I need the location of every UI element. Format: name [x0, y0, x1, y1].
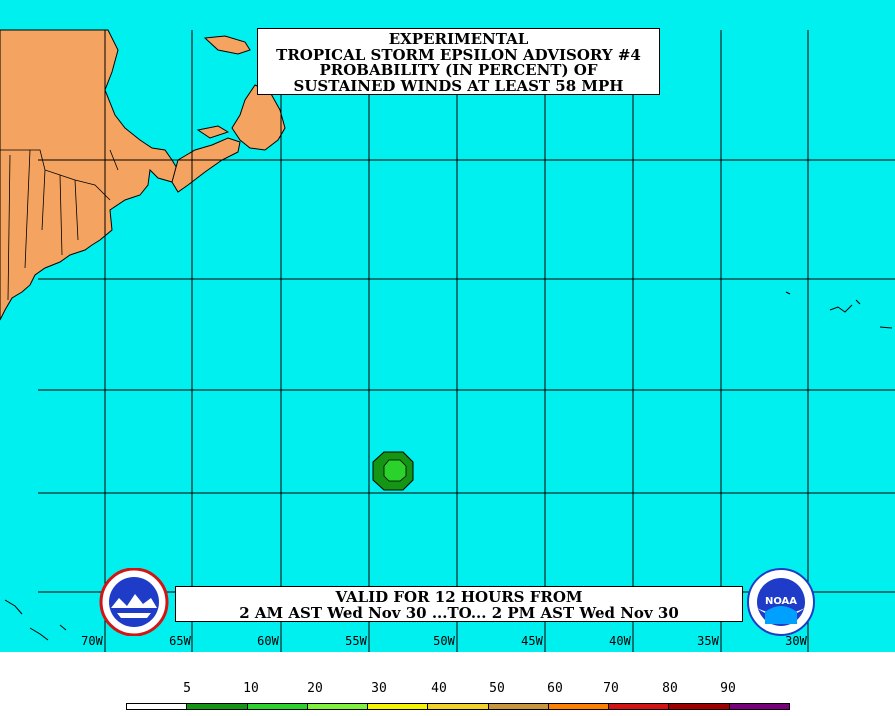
legend-label-40: 40 — [431, 681, 447, 696]
title-line-1: EXPERIMENTAL — [388, 30, 529, 48]
legend-segment-10 — [728, 704, 789, 709]
land-azores — [785, 291, 893, 329]
lon-label-45w: 45W — [521, 634, 543, 648]
national-weather-service-logo — [99, 568, 169, 636]
title-line-2: TROPICAL STORM EPSILON ADVISORY #4 — [276, 45, 641, 64]
legend-label-30: 30 — [371, 681, 387, 696]
land-newfoundland — [231, 84, 286, 151]
lon-label-55w: 55W — [345, 634, 367, 648]
lon-label-60w: 60W — [257, 634, 279, 648]
lon-label-70w: 70W — [81, 634, 103, 648]
legend-segment-0 — [127, 704, 187, 709]
legend-label-20: 20 — [307, 681, 323, 696]
legend-segment-6 — [487, 704, 548, 709]
legend-segment-4 — [367, 704, 428, 709]
land-north-america — [0, 29, 179, 321]
lon-label-50w: 50W — [433, 634, 455, 648]
valid-line-2: 2 AM AST Wed Nov 30 ...TO... 2 PM AST We… — [239, 604, 679, 622]
legend-segment-3 — [306, 704, 368, 709]
legend-label-10: 10 — [243, 681, 259, 696]
legend-label-90: 90 — [720, 681, 736, 696]
lon-label-40w: 40W — [609, 634, 631, 648]
legend-color-bar — [126, 703, 790, 710]
boundaries — [0, 149, 119, 301]
lon-label-30w: 30W — [785, 634, 807, 648]
land-anticosti — [203, 35, 251, 55]
lat-lon-grid — [38, 30, 895, 652]
valid-line-1: VALID FOR 12 HOURS FROM — [335, 588, 583, 606]
legend-label-80: 80 — [662, 681, 678, 696]
legend-segment-8 — [608, 704, 669, 709]
valid-period-box: VALID FOR 12 HOURS FROM 2 AM AST Wed Nov… — [175, 586, 743, 622]
title-line-3: PROBABILITY (IN PERCENT) OF — [319, 61, 598, 79]
title-box: EXPERIMENTAL TROPICAL STORM EPSILON ADVI… — [257, 28, 660, 95]
legend-label-50: 50 — [489, 681, 505, 696]
land-pei — [196, 125, 230, 139]
lon-label-35w: 35W — [697, 634, 719, 648]
ocean — [0, 0, 895, 652]
noaa-logo: NOAA — [747, 568, 815, 636]
legend-segment-7 — [547, 704, 609, 709]
legend-label-60: 60 — [547, 681, 563, 696]
title-line-4: SUSTAINED WINDS AT LEAST 58 MPH — [293, 76, 624, 95]
probability-contour-10-20 — [383, 459, 407, 482]
land-nova-scotia — [171, 137, 241, 193]
probability-map — [0, 0, 895, 652]
legend-label-5: 5 — [183, 681, 191, 696]
legend-segment-5 — [427, 704, 488, 709]
legend-segment-2 — [246, 704, 307, 709]
legend-segment-9 — [668, 704, 729, 709]
legend-label-70: 70 — [603, 681, 619, 696]
noaa-logo-text: NOAA — [765, 596, 797, 607]
legend-segment-1 — [186, 704, 247, 709]
land-caribbean — [4, 599, 67, 641]
lon-label-65w: 65W — [169, 634, 191, 648]
